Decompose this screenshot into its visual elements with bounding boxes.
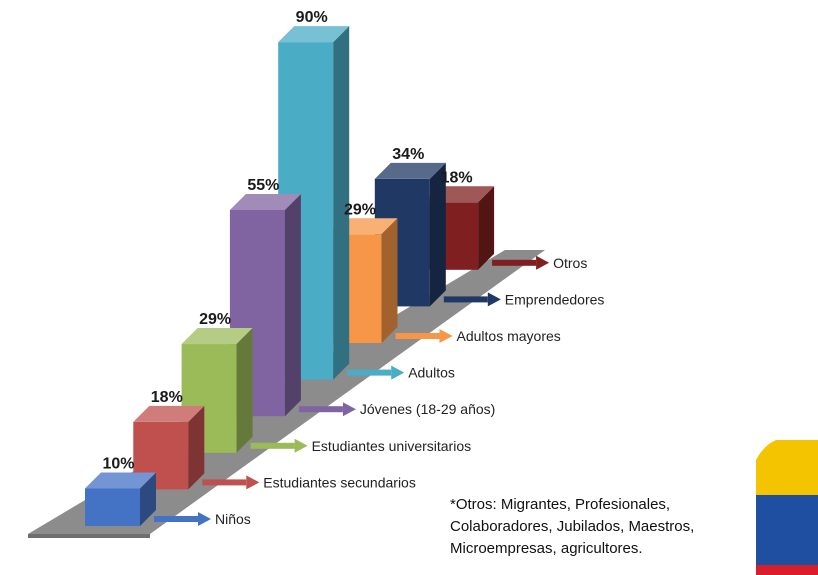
bar-top-2 (181, 328, 253, 345)
value-label-1: 18% (151, 389, 183, 406)
category-arrow-head-2 (294, 438, 308, 453)
bar-side-7 (478, 186, 495, 270)
category-arrow-3 (298, 406, 343, 413)
category-arrow-1 (202, 479, 247, 486)
category-label-2: Estudiantes universitarios (312, 438, 472, 454)
bar-side-1 (188, 405, 205, 490)
footnote-line-2: Colaboradores, Jubilados, Maestros, (450, 518, 695, 535)
value-label-7: 18% (441, 169, 473, 186)
category-arrow-6 (443, 296, 488, 303)
value-label-5: 29% (344, 201, 376, 218)
footnote-line-1: *Otros: Migrantes, Profesionales, (450, 496, 671, 513)
bar-side-5 (381, 218, 398, 343)
category-label-3: Jóvenes (18-29 años) (360, 401, 495, 417)
value-label-0: 10% (102, 456, 134, 473)
category-arrow-0 (154, 516, 198, 522)
category-label-5: Adultos mayores (457, 328, 561, 344)
bar-0 (85, 472, 156, 526)
flag-decoration (756, 440, 818, 575)
value-label-2: 29% (199, 311, 231, 328)
chart-floor-edge (28, 534, 150, 538)
category-arrow-head-3 (342, 402, 356, 417)
bar-front-0 (85, 488, 140, 526)
footnote: *Otros: Migrantes, Profesionales, Colabo… (450, 494, 750, 560)
flag-yellow-band (756, 440, 818, 495)
bar-top-6 (374, 162, 446, 179)
category-label-6: Emprendedores (505, 291, 605, 307)
bar-side-2 (236, 328, 253, 453)
category-arrow-4 (347, 369, 392, 376)
bar-side-3 (284, 193, 301, 417)
category-arrow-head-1 (246, 475, 260, 490)
category-arrow-head-0 (198, 512, 211, 526)
bar-side-6 (429, 162, 446, 307)
category-arrow-5 (395, 333, 440, 339)
flag-red-band (756, 565, 818, 575)
bar-top-0 (85, 472, 156, 489)
value-label-3: 55% (247, 177, 279, 194)
bar-6 (374, 162, 446, 307)
bar-top-1 (133, 405, 205, 422)
footnote-line-3: Microempresas, agricultores. (450, 540, 643, 557)
value-label-4: 90% (296, 9, 328, 26)
category-label-1: Estudiantes secundarios (263, 474, 416, 490)
category-arrow-head-5 (439, 329, 453, 343)
bar-side-4 (333, 26, 350, 380)
category-arrow-head-4 (391, 365, 405, 380)
category-label-0: Niños (215, 511, 251, 527)
flag-blue-band (756, 495, 818, 565)
bar-top-4 (278, 26, 350, 43)
category-arrow-2 (250, 442, 295, 449)
category-arrow-head-6 (487, 292, 501, 307)
value-label-6: 34% (392, 146, 424, 163)
category-label-4: Adultos (408, 365, 455, 381)
category-label-7: Otros (553, 255, 587, 271)
bar-side-0 (140, 472, 156, 526)
category-arrow-head-7 (536, 255, 550, 270)
bar-top-3 (229, 193, 301, 210)
category-arrow-7 (492, 259, 537, 266)
